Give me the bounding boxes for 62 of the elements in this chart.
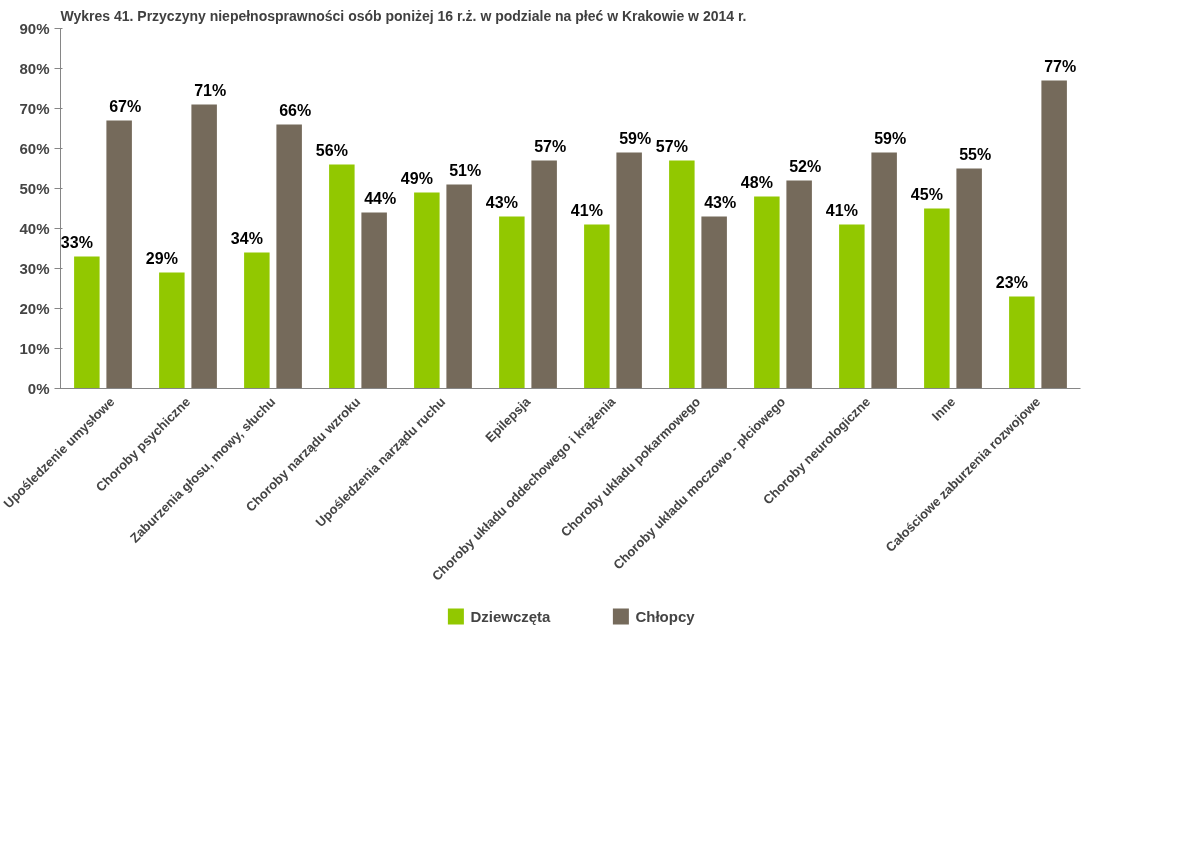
data-label: 34% — [230, 229, 263, 247]
y-tick-label: 40% — [19, 220, 50, 237]
data-label: 77% — [1044, 57, 1077, 75]
data-label: 52% — [789, 157, 822, 175]
bar — [1009, 296, 1035, 389]
bar — [786, 180, 812, 389]
data-label: 41% — [825, 201, 858, 219]
data-label: 29% — [145, 249, 178, 267]
data-label: 43% — [485, 193, 518, 211]
y-tick-label: 0% — [27, 380, 50, 397]
data-label: 33% — [60, 233, 93, 251]
bar — [1041, 80, 1067, 389]
bar — [956, 168, 982, 389]
bar — [414, 192, 440, 389]
legend-label: Dziewczęta — [470, 607, 551, 625]
legend-label: Chłopcy — [635, 607, 695, 625]
y-tick-label: 80% — [19, 60, 50, 77]
data-label: 45% — [910, 185, 943, 203]
bar — [159, 272, 185, 389]
data-label: 51% — [449, 161, 482, 179]
data-label: 59% — [874, 129, 907, 147]
y-tick-label: 60% — [19, 140, 50, 157]
data-label: 41% — [570, 201, 603, 219]
bar — [329, 164, 355, 389]
data-label: 48% — [740, 173, 773, 191]
bar — [531, 160, 557, 389]
data-label: 44% — [364, 189, 397, 207]
bar — [754, 196, 780, 389]
bar — [106, 120, 132, 389]
data-label: 43% — [704, 193, 737, 211]
bar — [871, 152, 897, 389]
x-tick-label: Inne — [928, 394, 959, 424]
y-tick-label: 50% — [19, 180, 50, 197]
bar — [584, 224, 610, 389]
data-label: 49% — [400, 169, 433, 187]
bar — [701, 216, 727, 389]
y-tick-label: 70% — [19, 100, 50, 117]
y-tick-label: 30% — [19, 260, 50, 277]
data-label: 57% — [655, 137, 688, 155]
chart-title: Wykres 41. Przyczyny niepełnosprawności osób poniżej 16 r.ż. w podziale na płeć w Krakowie w 2014 r. — [60, 7, 747, 24]
bar — [276, 124, 302, 389]
data-label: 57% — [534, 137, 567, 155]
data-label: 56% — [315, 141, 348, 159]
y-tick-label: 10% — [19, 340, 50, 357]
bar — [191, 104, 217, 389]
bar — [74, 256, 100, 389]
bar — [924, 208, 950, 389]
bar — [616, 152, 642, 389]
data-label: 55% — [959, 145, 992, 163]
y-tick-label: 20% — [19, 300, 50, 317]
data-label: 67% — [109, 97, 142, 115]
data-label: 71% — [194, 81, 227, 99]
bar — [669, 160, 695, 389]
bar — [446, 184, 472, 389]
bar — [499, 216, 525, 389]
data-label: 23% — [995, 273, 1028, 291]
data-label: 66% — [279, 101, 312, 119]
bar — [361, 212, 387, 389]
bar — [839, 224, 865, 389]
y-tick-label: 90% — [19, 20, 50, 37]
data-label: 59% — [619, 129, 652, 147]
bar — [244, 252, 270, 389]
